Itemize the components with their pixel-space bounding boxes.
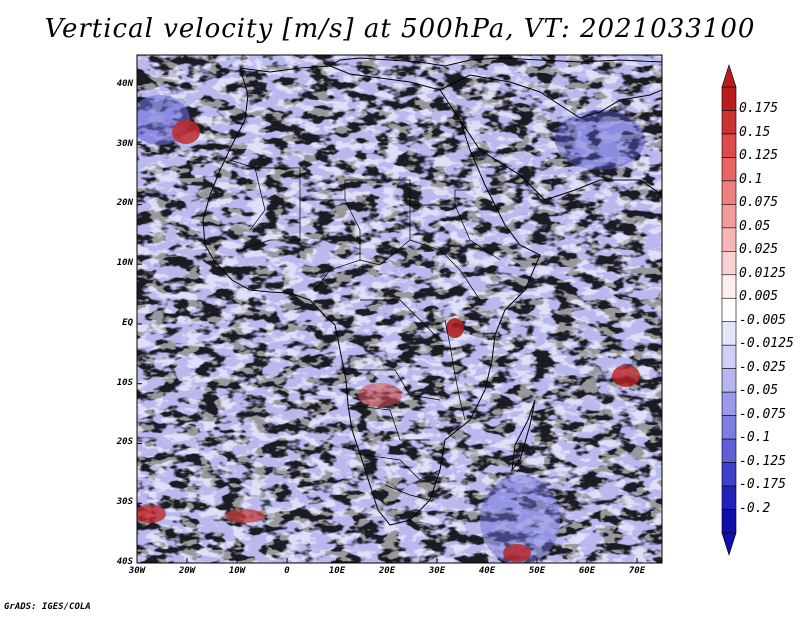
- colorbar-swatch: [721, 391, 737, 416]
- colorbar-label: -0.0125: [739, 336, 794, 352]
- lat-tick-label: 10S: [116, 377, 133, 388]
- colorbar-label: 0.025: [739, 242, 779, 258]
- colorbar-swatch: [721, 297, 737, 323]
- lon-tick-label: 10E: [328, 566, 346, 576]
- colorbar-swatch: [721, 509, 737, 534]
- colorbar-label: 0.0125: [739, 265, 786, 281]
- colorbar-label: -0.005: [739, 312, 786, 328]
- lat-tick-label: 10N: [116, 258, 133, 269]
- colorbar-label: 0.005: [739, 289, 779, 305]
- colorbar-label: -0.175: [739, 477, 786, 493]
- lon-tick-label: 70E: [628, 566, 646, 576]
- colorbar-label: 0.075: [739, 195, 779, 211]
- colorbar-swatch: [721, 204, 737, 229]
- lat-tick-label: EQ: [122, 317, 133, 328]
- field-layer: [137, 55, 662, 563]
- lon-tick-label: 50E: [528, 566, 546, 576]
- colorbar-label: 0.15: [739, 124, 771, 140]
- colorbar-swatch: [721, 485, 737, 510]
- colorbar-bottom-arrow: [721, 532, 737, 556]
- colorbar-label: -0.05: [739, 383, 779, 399]
- colorbar-top-arrow: [721, 64, 737, 88]
- lat-tick-label: 40S: [116, 557, 133, 567]
- lat-tick-label: 20N: [116, 198, 133, 209]
- lat-tick-label: 30S: [116, 497, 133, 508]
- lon-tick-label: 0: [284, 566, 290, 576]
- lon-tick-label: 60E: [578, 566, 596, 576]
- colorbar-label: 0.05: [739, 218, 771, 234]
- colorbar-label: -0.1: [739, 430, 771, 446]
- lon-tick-label: 20E: [378, 566, 396, 576]
- colorbar-label: 0.125: [739, 148, 779, 164]
- colorbar-swatch: [721, 251, 737, 276]
- lat-tick-label: 40N: [116, 78, 133, 89]
- lon-tick-label: 10W: [228, 566, 246, 576]
- lat-tick-label: 20S: [116, 437, 133, 448]
- lon-tick-label: 30E: [428, 566, 446, 576]
- lon-tick-label: 30W: [128, 566, 146, 576]
- lat-tick-label: 30N: [116, 138, 133, 149]
- colorbar-swatch: [721, 110, 737, 135]
- coastlines: [202, 57, 662, 526]
- colorbar-label: -0.125: [739, 453, 786, 469]
- colorbar: [721, 64, 737, 556]
- map-title: Vertical velocity [m/s] at 500hPa, VT: 2…: [44, 14, 756, 44]
- colorbar-swatch: [721, 415, 737, 440]
- colorbar-label: -0.025: [739, 359, 786, 375]
- colorbar-swatch: [721, 227, 737, 252]
- colorbar-swatch: [721, 344, 737, 369]
- colorbar-swatch: [721, 368, 737, 393]
- colorbar-swatch: [721, 321, 737, 346]
- colorbar-swatch: [721, 438, 737, 463]
- colorbar-swatch: [721, 462, 737, 487]
- credit-text: GrADS: IGES/COLA: [4, 602, 91, 612]
- colorbar-label: 0.1: [739, 171, 763, 187]
- colorbar-label: -0.075: [739, 406, 786, 422]
- colorbar-swatch: [721, 157, 737, 182]
- colorbar-label: 0.175: [739, 101, 779, 117]
- lon-tick-label: 40E: [478, 566, 496, 576]
- colorbar-swatch: [721, 133, 737, 158]
- colorbar-swatch: [721, 274, 737, 299]
- colorbar-swatch: [721, 86, 737, 111]
- lon-tick-label: 20W: [178, 566, 196, 576]
- colorbar-label: -0.2: [739, 500, 771, 516]
- plot-frame: [136, 54, 663, 564]
- country-borders: [229, 159, 501, 501]
- axis-ticks: [136, 84, 638, 564]
- colorbar-swatch: [721, 180, 737, 205]
